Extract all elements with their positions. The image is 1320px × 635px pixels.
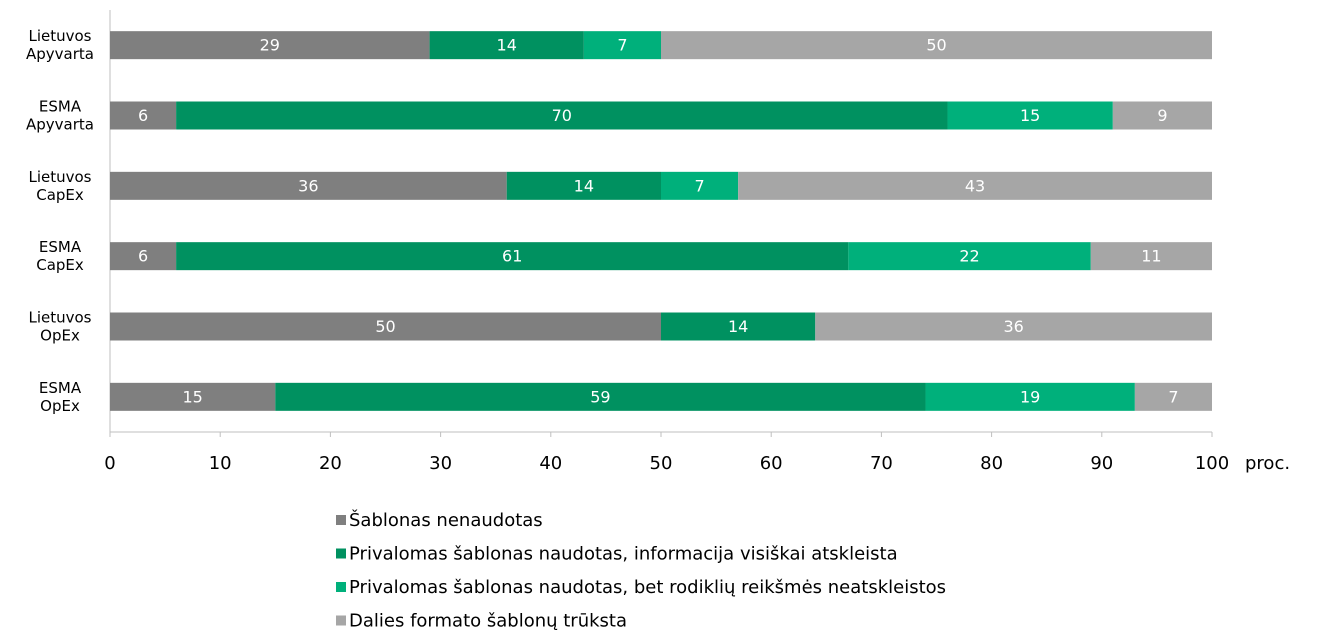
data-label: 14: [574, 176, 594, 195]
data-label: 50: [375, 317, 395, 336]
bar-segment: [815, 312, 1212, 341]
legend-swatch: [336, 548, 346, 559]
legend-label: Privalomas šablonas naudotas, informacij…: [349, 544, 898, 565]
bar-segment: [110, 312, 661, 341]
y-tick-label: Lietuvos CapEx: [28, 167, 91, 203]
legend-label: Šablonas nenaudotas: [349, 509, 543, 531]
bar-segment: [661, 312, 816, 341]
data-label: 59: [590, 387, 610, 406]
legend-swatch: [336, 615, 346, 626]
x-tick-label: 100: [1195, 453, 1229, 474]
data-label: 7: [617, 36, 627, 55]
y-tick-label: ESMA OpEx: [39, 378, 82, 414]
bar-segment: [1112, 101, 1212, 130]
data-label: 14: [497, 36, 517, 55]
bar-segment: [506, 171, 661, 200]
legend-swatch: [336, 515, 346, 525]
x-axis-unit: proc.: [1245, 453, 1290, 474]
x-tick-label: 0: [104, 453, 115, 474]
y-tick-label: ESMA Apyvarta: [26, 97, 94, 133]
data-label: 9: [1157, 106, 1167, 125]
bar-segment: [110, 382, 276, 411]
x-tick-label: 90: [1090, 453, 1113, 474]
data-label: 6: [138, 106, 148, 125]
bar-segment: [110, 242, 177, 271]
bar-segment: [1134, 382, 1212, 411]
x-tick-label: 30: [429, 453, 452, 474]
bar-segment: [110, 31, 430, 60]
y-tick-label: Lietuvos OpEx: [28, 308, 91, 344]
bar-segment: [947, 101, 1113, 130]
data-label: 36: [298, 176, 318, 195]
data-label: 43: [965, 176, 985, 195]
legend-label: Dalies formato šablonų trūksta: [349, 611, 627, 632]
y-tick-label: Lietuvos Apyvarta: [26, 27, 94, 63]
bar-segment: [176, 101, 948, 130]
data-label: 6: [138, 247, 148, 266]
x-tick-label: 20: [319, 453, 342, 474]
data-label: 7: [1168, 387, 1178, 406]
x-tick-label: 50: [650, 453, 673, 474]
bar-segment: [110, 171, 507, 200]
bar-segment: [661, 31, 1212, 60]
x-tick-label: 40: [539, 453, 562, 474]
bar-segment: [429, 31, 584, 60]
legend-swatch: [336, 582, 346, 592]
data-label: 36: [1003, 317, 1023, 336]
bar-segment: [176, 242, 849, 271]
data-label: 19: [1020, 387, 1040, 406]
data-label: 15: [182, 387, 202, 406]
data-label: 11: [1141, 247, 1161, 266]
data-label: 29: [260, 36, 280, 55]
bar-segment: [110, 101, 177, 130]
data-label: 15: [1020, 106, 1040, 125]
bar-segment: [583, 31, 661, 60]
bar-segment: [848, 242, 1091, 271]
data-label: 50: [926, 36, 946, 55]
x-tick-label: 60: [760, 453, 783, 474]
data-label: 61: [502, 247, 522, 266]
x-tick-label: 70: [870, 453, 893, 474]
legend-label: Privalomas šablonas naudotas, bet rodikl…: [349, 577, 946, 598]
bar-segment: [925, 382, 1135, 411]
bar-segment: [275, 382, 926, 411]
data-label: 22: [959, 247, 979, 266]
bar-segment: [661, 171, 739, 200]
x-tick-label: 80: [980, 453, 1003, 474]
bar-segment: [1090, 242, 1212, 271]
y-tick-label: ESMA CapEx: [36, 238, 84, 274]
bar-segment: [738, 171, 1212, 200]
x-tick-label: 10: [209, 453, 232, 474]
data-label: 14: [728, 317, 748, 336]
data-label: 70: [552, 106, 572, 125]
data-label: 7: [694, 176, 704, 195]
